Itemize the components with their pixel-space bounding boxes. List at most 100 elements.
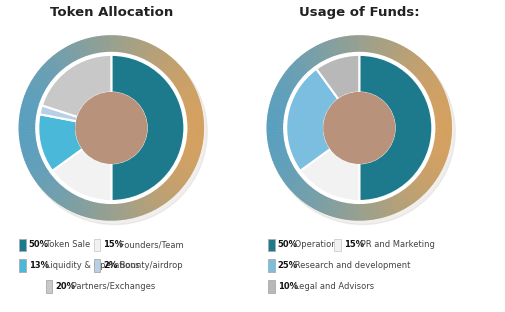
Wedge shape [299,149,359,201]
Wedge shape [282,74,297,85]
Wedge shape [105,35,108,53]
Wedge shape [330,200,337,217]
Wedge shape [410,182,424,195]
Wedge shape [29,163,45,173]
Wedge shape [24,154,41,162]
Wedge shape [38,175,53,187]
Wedge shape [429,153,446,161]
Wedge shape [310,192,321,208]
Wedge shape [179,159,195,168]
Wedge shape [366,203,369,220]
Wedge shape [309,49,320,65]
Wedge shape [370,202,374,220]
Wedge shape [433,138,450,142]
Wedge shape [344,202,349,220]
Wedge shape [335,201,341,218]
Wedge shape [408,183,421,197]
Wedge shape [26,89,43,98]
Wedge shape [19,134,36,137]
Wedge shape [89,201,95,218]
Wedge shape [433,136,450,140]
Wedge shape [427,89,443,98]
Text: Liquidity & Operations: Liquidity & Operations [43,261,139,270]
Wedge shape [267,136,284,140]
Wedge shape [354,203,357,221]
Wedge shape [63,48,73,64]
Wedge shape [183,149,200,156]
Wedge shape [104,203,107,221]
Wedge shape [430,98,447,105]
Wedge shape [341,37,346,54]
Wedge shape [401,51,413,67]
Wedge shape [268,106,285,112]
Wedge shape [173,169,188,181]
Wedge shape [431,105,448,110]
Wedge shape [131,200,138,217]
Wedge shape [48,183,62,197]
Wedge shape [150,191,161,207]
Wedge shape [433,112,450,117]
Wedge shape [317,44,326,61]
Wedge shape [329,39,336,56]
Wedge shape [67,46,77,62]
Wedge shape [274,158,290,167]
Wedge shape [422,78,438,89]
Wedge shape [313,193,323,210]
Wedge shape [55,188,67,203]
Text: Research and development: Research and development [291,261,410,270]
Wedge shape [367,36,371,53]
Wedge shape [147,193,157,210]
Wedge shape [34,75,49,86]
Wedge shape [426,159,443,168]
Wedge shape [372,37,377,54]
Wedge shape [174,76,189,88]
Wedge shape [19,131,36,134]
Wedge shape [175,79,191,90]
Wedge shape [181,155,197,164]
Wedge shape [272,92,289,100]
Wedge shape [266,122,283,125]
Text: 2%: 2% [103,261,117,270]
Wedge shape [131,38,138,56]
Wedge shape [423,165,439,175]
Wedge shape [126,37,131,54]
Wedge shape [152,50,163,65]
Wedge shape [117,203,120,220]
Wedge shape [323,41,331,58]
Wedge shape [184,105,201,110]
Wedge shape [358,35,360,52]
Wedge shape [28,161,44,171]
Wedge shape [296,183,309,197]
Wedge shape [386,197,394,214]
Wedge shape [114,35,117,53]
Wedge shape [359,55,431,201]
Wedge shape [283,72,298,84]
Wedge shape [415,66,429,79]
Text: Founders/Team: Founders/Team [117,241,184,249]
Wedge shape [185,114,203,118]
Wedge shape [281,75,296,86]
Wedge shape [376,201,382,218]
Wedge shape [35,170,50,182]
Wedge shape [360,203,363,221]
Wedge shape [373,37,379,54]
Wedge shape [280,168,296,179]
Wedge shape [266,124,283,126]
Wedge shape [130,38,136,55]
Wedge shape [180,91,197,99]
Wedge shape [319,43,328,60]
Wedge shape [51,185,64,200]
Wedge shape [378,38,385,56]
Wedge shape [174,78,190,89]
Wedge shape [346,203,350,220]
FancyBboxPatch shape [268,239,274,251]
Wedge shape [424,164,440,174]
Wedge shape [381,199,388,217]
Wedge shape [302,188,314,203]
FancyBboxPatch shape [93,239,100,251]
Wedge shape [158,55,170,70]
Wedge shape [40,177,55,190]
Wedge shape [178,161,194,171]
Wedge shape [266,119,284,122]
Wedge shape [167,177,182,190]
